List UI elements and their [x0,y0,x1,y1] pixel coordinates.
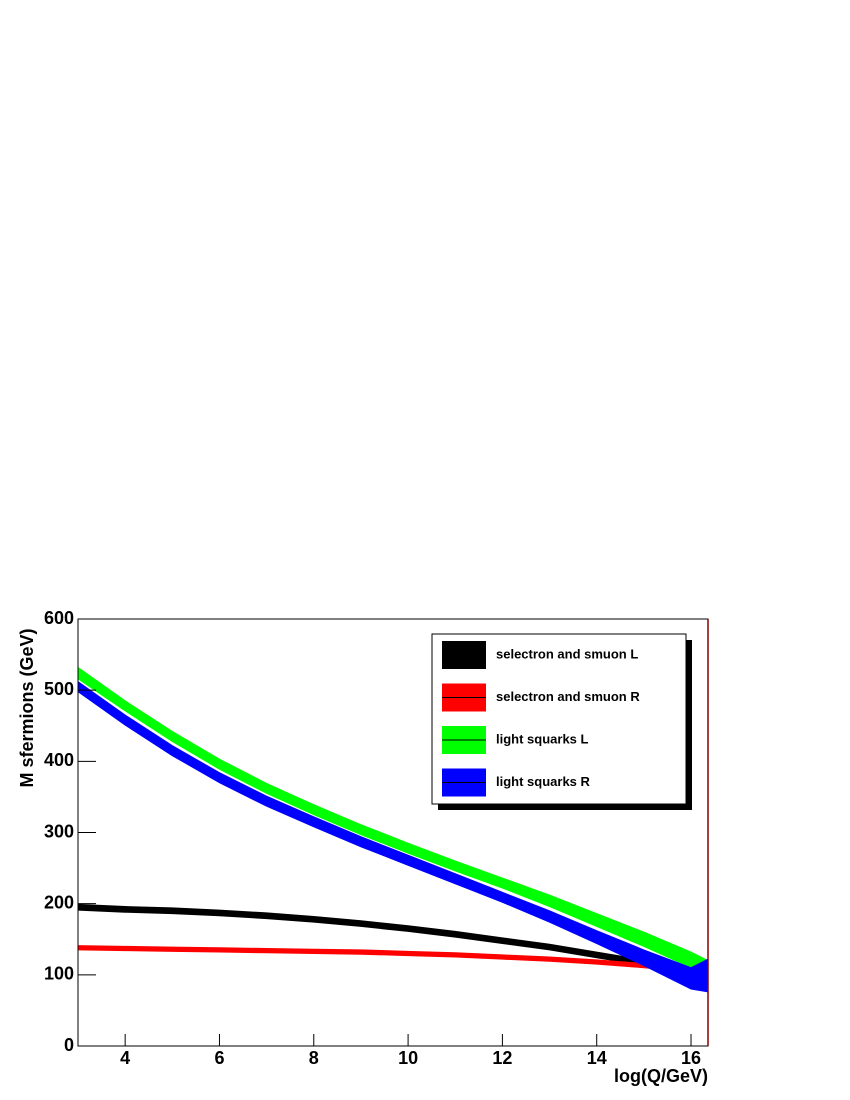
x-tick-label: 16 [681,1048,701,1068]
y-tick-label: 200 [44,892,74,912]
x-axis-label: log(Q/GeV) [614,1066,708,1086]
x-tick-label: 4 [120,1048,130,1068]
x-tick-label: 8 [309,1048,319,1068]
y-tick-label: 0 [64,1035,74,1055]
y-tick-label: 300 [44,821,74,841]
x-tick-label: 14 [587,1048,607,1068]
y-tick-label: 100 [44,964,74,984]
y-axis-label: M sfermions (GeV) [17,628,37,787]
band [78,903,708,977]
legend-label: light squarks R [496,774,591,789]
y-tick-label: 500 [44,679,74,699]
band [78,681,708,993]
legend: selectron and smuon L selectron and smuon… [442,641,640,797]
x-tick-label: 12 [492,1048,512,1068]
legend-label: selectron and smuon L [496,646,638,661]
legend-swatch [442,641,486,669]
x-tick-label: 6 [214,1048,224,1068]
band [78,945,708,975]
x-tick-label: 10 [398,1048,418,1068]
bands [78,666,708,993]
legend-label: selectron and smuon R [496,689,640,704]
y-tick-label: 400 [44,750,74,770]
y-tick-label: 600 [44,608,74,628]
band [78,666,708,979]
legend-label: light squarks L [496,731,589,746]
